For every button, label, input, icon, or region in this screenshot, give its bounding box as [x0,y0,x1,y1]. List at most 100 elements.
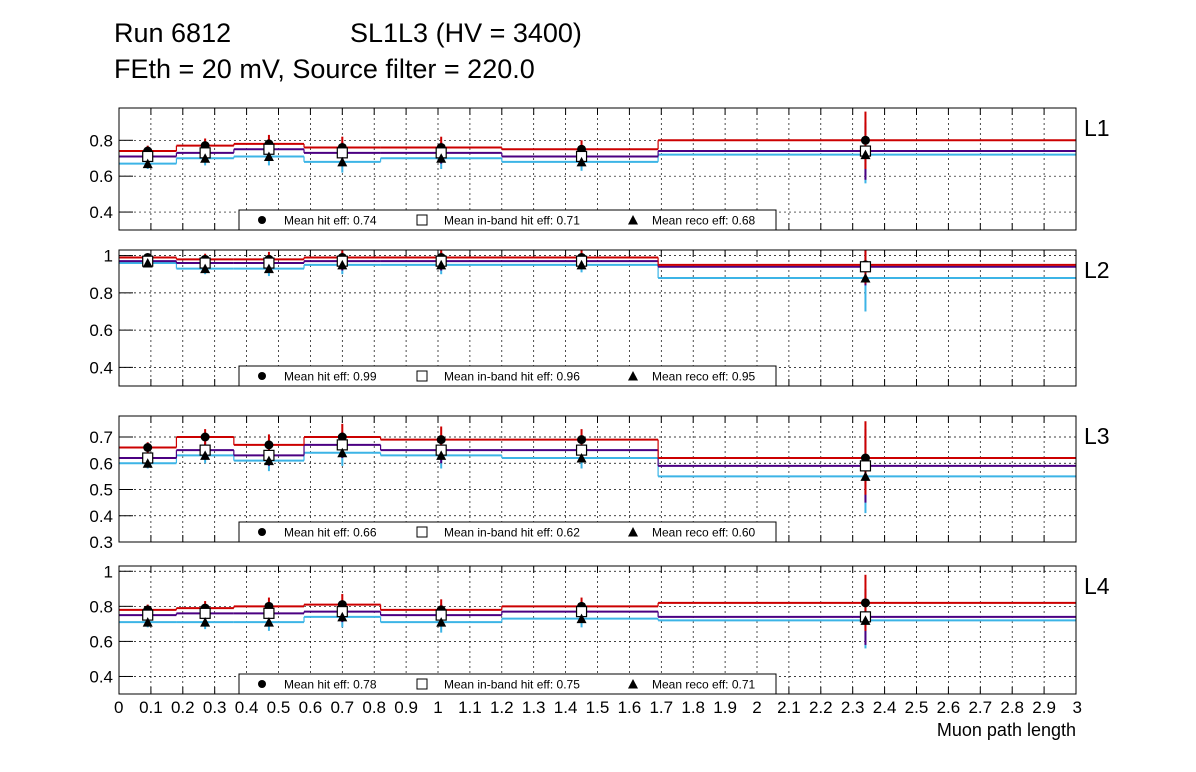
legend-hit-label: Mean hit eff: 0.74 [284,214,377,228]
panel-label: L4 [1084,573,1110,599]
hit-point [577,435,587,445]
x-tick-label: 2.1 [777,698,801,717]
y-tick-label: 0.8 [89,284,113,303]
hit-point [264,440,274,450]
x-tick-label: 0.1 [139,698,163,717]
reco-point [142,258,153,268]
legend-reco-marker [628,527,638,537]
legend-box [238,209,777,231]
hit-point [200,432,210,442]
y-tick-label: 0.7 [89,428,113,447]
x-tick-label: 0.6 [299,698,323,717]
reco-point [142,617,153,627]
x-tick-label: 0.9 [394,698,418,717]
reco-point [263,455,274,466]
reco-point [576,259,587,270]
legend-reco-label: Mean reco eff: 0.68 [652,214,756,228]
inband-point [199,607,211,619]
reco-point [576,613,587,624]
legend-inband-label: Mean in-band hit eff: 0.71 [444,214,580,228]
panel-l3: 0.3 0.4 0.5 0.6 0.7 Mean hit eff: 0.66 Mean in… [89,415,1110,552]
x-tick-label: 2.2 [809,698,833,717]
y-tick-label: 0.6 [89,454,113,473]
chamber-title: SL1L3 (HV = 3400) [350,18,582,48]
reco-point [436,450,447,460]
legend-reco-marker [628,679,638,689]
hit-point [436,435,446,445]
y-tick-label: 0.6 [89,632,113,651]
y-tick-label: 0.6 [89,167,113,186]
legend-hit-marker [258,680,266,688]
x-tick-label: 2.7 [968,698,992,717]
inband-point [859,261,872,273]
reco-point [200,263,211,274]
x-tick-label: 2.8 [1000,698,1024,717]
reco-point [436,259,447,270]
x-tick-label: 1.7 [649,698,673,717]
hit-point [143,443,153,452]
reco-point [263,151,274,161]
legend-inband-marker [416,370,428,382]
panel-l4: 0.4 0.6 0.8 1 Mean hit eff: 0.78 Mean in-band… [89,562,1110,695]
panel-label: L2 [1084,257,1110,283]
panel-label: L3 [1084,423,1110,449]
settings-subtitle: FEth = 20 mV, Source filter = 220.0 [114,54,535,84]
panel-l2: 0.4 0.6 0.8 1 Mean hit eff: 0.99 Mean in-band… [89,247,1110,387]
reco-point [200,450,211,460]
x-tick-label: 1 [433,698,442,717]
x-tick-label: 0 [114,698,123,717]
reco-point [337,156,348,167]
hit-point [860,598,870,608]
x-tick-label: 2.3 [841,698,865,717]
y-tick-label: 0.4 [89,667,113,686]
x-tick-label: 0.8 [362,698,386,717]
legend-hit-marker [258,216,266,224]
hit-point [337,432,347,442]
reco-point [576,453,587,463]
legend-inband-marker [416,526,428,538]
y-tick-label: 0.8 [89,597,113,616]
y-tick-label: 1 [104,247,113,266]
reco-point [200,153,211,163]
legend-hit-label: Mean hit eff: 0.99 [284,370,377,384]
inband-point [336,147,348,159]
legend-inband-label: Mean in-band hit eff: 0.96 [444,370,580,384]
reco-point [142,158,153,169]
reco-point [436,153,447,163]
legend-inband-label: Mean in-band hit eff: 0.62 [444,526,580,540]
legend-reco-label: Mean reco eff: 0.60 [652,526,756,540]
reco-point [860,471,871,481]
x-tick-label: 2 [752,698,761,717]
x-tick-label: 1.5 [586,698,610,717]
y-tick-label: 0.3 [89,533,113,552]
legend-reco-marker [628,215,638,225]
reco-point [337,447,348,458]
reco-point [860,272,871,283]
legend-reco-label: Mean reco eff: 0.71 [652,678,756,692]
legend-inband-label: Mean in-band hit eff: 0.75 [444,678,580,692]
x-tick-label: 1.9 [713,698,737,717]
x-tick-label: 0.3 [203,698,227,717]
x-tick-label: 0.4 [235,698,259,717]
y-tick-label: 0.4 [89,507,113,526]
inband-point [263,607,275,619]
y-tick-label: 0.6 [89,321,113,340]
inband-point [859,460,872,472]
x-tick-label: 1.4 [554,698,578,717]
run-title: Run 6812 [114,18,232,48]
x-tick-label: 1.2 [490,698,514,717]
legend-box [238,365,777,387]
legend-box [238,521,777,543]
legend-hit-marker [258,528,266,536]
legend-inband-marker [416,678,428,690]
x-tick-label: 0.5 [267,698,291,717]
x-tick-label: 2.4 [873,698,897,717]
legend-reco-label: Mean reco eff: 0.95 [652,370,756,384]
x-tick-label: 1.8 [681,698,705,717]
x-axis-label: Muon path length [937,720,1076,740]
reco-point [436,617,447,627]
x-tick-label: 2.9 [1032,698,1056,717]
y-tick-label: 0.8 [89,131,113,150]
hit-point [860,135,870,145]
